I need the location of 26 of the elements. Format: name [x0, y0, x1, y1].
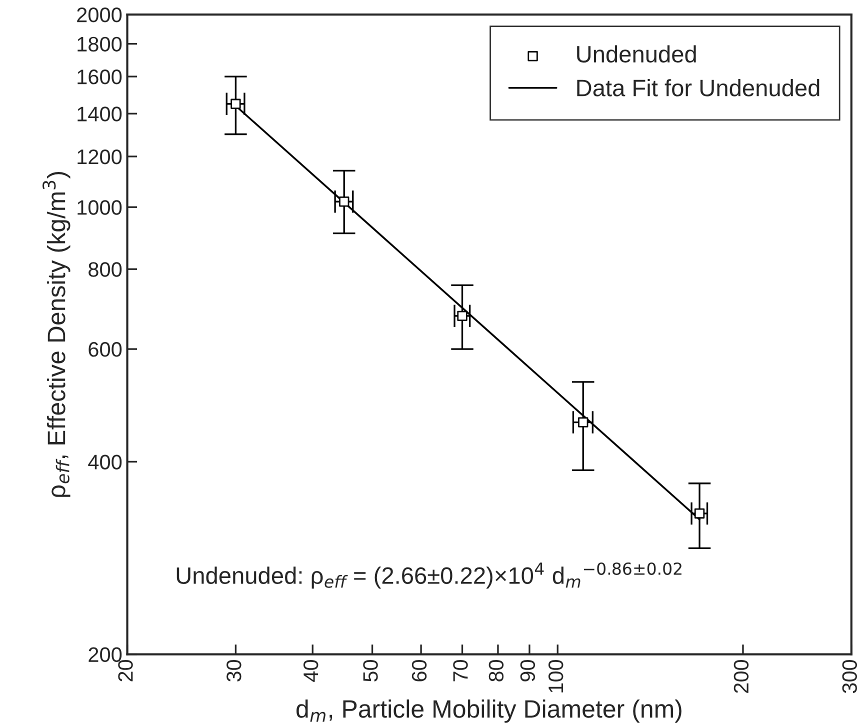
x-tick-label: 300	[842, 660, 857, 694]
x-tick-label: 20	[118, 660, 133, 682]
x-tick-label: 100	[548, 660, 564, 692]
y-tick-label: 600	[88, 342, 122, 357]
y-tick-label: 1400	[78, 106, 122, 122]
y-tick-label: 800	[88, 262, 122, 277]
y-tick-label: 200	[88, 647, 122, 662]
legend-label: Undenuded	[577, 45, 696, 63]
y-tick-label: 400	[88, 454, 122, 470]
x-tick-label: 50	[363, 660, 378, 682]
x-tick-label: 40	[303, 660, 318, 682]
x-tick-label: 200	[734, 660, 749, 693]
y-tick-label: 1800	[78, 36, 122, 52]
y-tick-label: 2000	[77, 8, 122, 22]
y-tick-label: 1000	[78, 200, 122, 215]
y-axis-title: ρ$_{eff}$, Effective Density (kg/m$^{3}$)	[42, 172, 70, 497]
y-tick-label: 1600	[78, 70, 122, 84]
legend-label: Data Fit for Undenuded	[577, 79, 820, 96]
y-tick-label: 1200	[78, 149, 122, 164]
x-axis-title: d$_{m}$, Particle Mobility Diameter (nm)	[296, 699, 682, 723]
x-tick-label: 30	[226, 660, 242, 682]
annotation: Undenuded: ρ$_{eff}$ = (2.66±0.22)×10$^{4}$ d$_{m}$$^{−0.86±0.02}$	[176, 562, 682, 589]
x-tick-label: 60	[412, 660, 427, 682]
x-tick-label: 70	[453, 660, 468, 682]
x-tick-label: 80	[488, 660, 504, 682]
x-tick-label: 90	[520, 660, 536, 682]
